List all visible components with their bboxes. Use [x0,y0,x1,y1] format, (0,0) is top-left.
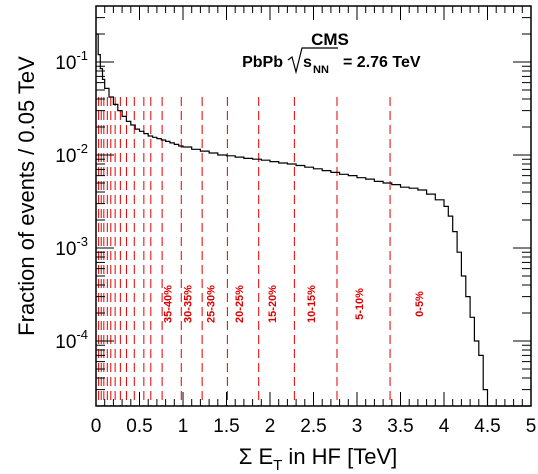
x-tick-label: 1 [178,416,189,437]
centrality-label-6: 5-10% [354,288,366,320]
event-fraction-histogram [96,33,531,407]
centrality-label-3: 20-25% [234,285,246,323]
centrality-label-5: 10-15% [306,285,318,323]
x-tick-label: 3.5 [387,416,413,437]
x-tick-label: 1.5 [213,416,239,437]
centrality-cut-lines [98,97,391,406]
centrality-labels: 35-40% 30-35% 25-30% 20-25% 15-20% 10-15% 5-10… [163,285,426,323]
y-tick-label: 10-3 [55,234,88,260]
y-tick-label: 10-2 [55,141,88,167]
collision-energy-label: = 2.76 TeV [343,54,421,71]
x-axis-ticks: 0 0.5 1 1.5 2 2.5 3 3.5 4 4.5 5 [91,6,537,437]
collision-system-prefix: PbPb [242,54,283,71]
centrality-label-1: 30-35% [183,285,195,323]
sqrt-s-subscript: NN [313,64,329,76]
y-tick-label: 10-1 [55,48,88,74]
y-axis-ticks: 10-1 10-2 10-3 10-4 [55,5,531,407]
x-tick-label: 4.5 [474,416,500,437]
collision-system-label: PbPb s NN = 2.76 TeV [242,47,421,76]
x-axis-title: Σ ET in HF [TeV] [239,444,397,474]
sqrt-sign [287,47,338,75]
centrality-label-0: 35-40% [163,285,175,323]
centrality-label-7: 0-5% [414,291,426,317]
centrality-label-4: 15-20% [267,285,279,323]
y-tick-label: 10-4 [55,327,88,353]
x-tick-label: 4 [439,416,450,437]
sqrt-s-letter: s [303,54,312,71]
x-tick-label: 2 [265,416,276,437]
centrality-label-2: 25-30% [205,285,217,323]
x-tick-label: 3 [352,416,363,437]
y-axis-title: Fraction of events / 0.05 TeV [14,56,39,336]
x-tick-label: 0.5 [126,416,152,437]
x-tick-label: 2.5 [300,416,326,437]
x-tick-label: 5 [526,416,537,437]
experiment-label: CMS [311,30,349,49]
x-tick-label: 0 [91,416,102,437]
